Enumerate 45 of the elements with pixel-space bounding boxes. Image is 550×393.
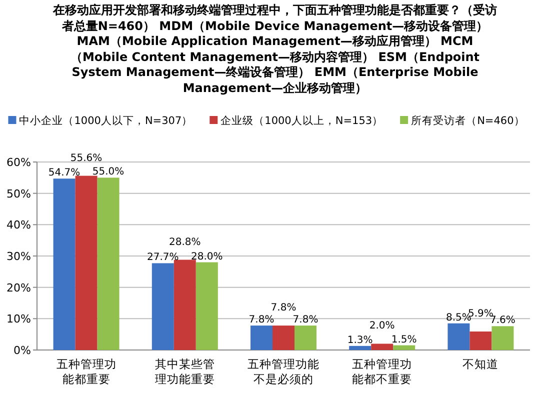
bar [75, 176, 98, 350]
x-tick-label: 五种管理功能都重要 [56, 357, 116, 386]
data-label: 7.8% [248, 314, 274, 326]
legend-label: 中小企业（1000人以下，N=307） [19, 114, 193, 127]
bar [371, 344, 394, 350]
bar [470, 332, 492, 350]
data-label: 1.5% [391, 334, 417, 346]
bar [294, 326, 316, 350]
bar [152, 263, 174, 350]
x-tick-label: 其中某些管理功能重要 [154, 357, 215, 386]
data-label: 7.8% [292, 314, 318, 326]
bar [448, 323, 470, 350]
bar [492, 326, 514, 350]
x-tick-label: 五种管理功能不是必须的 [248, 357, 320, 386]
bar [196, 262, 218, 350]
y-tick-label: 50% [6, 187, 31, 200]
bar [174, 260, 196, 350]
bar [349, 346, 372, 350]
y-tick-label: 20% [6, 281, 31, 294]
bar [272, 326, 294, 350]
bar [97, 178, 120, 350]
data-label: 28.8% [169, 236, 201, 248]
y-tick-label: 0% [14, 344, 31, 357]
bar [53, 178, 76, 350]
legend-label: 所有受访者（N=460） [411, 114, 525, 127]
bar [250, 326, 272, 350]
data-label: 8.5% [446, 312, 472, 324]
bar [393, 345, 416, 350]
x-tick-label: 五种管理功能都不重要 [352, 357, 412, 386]
data-label: 7.6% [490, 315, 516, 326]
y-tick-label: 10% [6, 312, 31, 326]
y-tick-label: 60% [6, 156, 31, 169]
data-label: 55.6% [70, 152, 102, 164]
x-tick-label: 不知道 [462, 357, 499, 371]
data-label: 28.0% [191, 251, 223, 262]
chart-title: 在移动应用开发部署和移动终端管理过程中，下面五种管理功能是否都重要？（受访者总量N=460） MDM（Mobile Device Management—移动设备管理） MAM（Mobile Application Management—移动应用管理） MCM（Mobile Content Management—移动内容管理） ESM（Endpoint System Management—终端设备管理） EMM（Enterprise Mobile Management—企业移动管理） [52, 3, 498, 96]
y-tick-label: 40% [6, 218, 31, 232]
data-label: 7.8% [270, 302, 296, 314]
data-label: 1.3% [347, 334, 373, 346]
y-tick-label: 30% [6, 250, 31, 263]
data-label: 27.7% [147, 252, 179, 264]
data-label: 54.7% [48, 168, 80, 179]
data-label: 2.0% [369, 320, 395, 332]
data-label: 55.0% [92, 166, 124, 178]
legend-label: 企业级（1000人以上，N=153） [220, 114, 384, 127]
